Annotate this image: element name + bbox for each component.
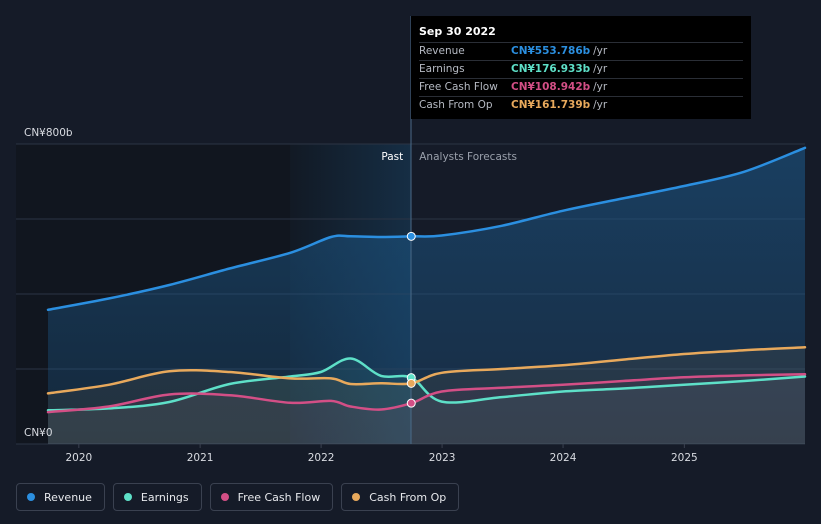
tooltip-row-free-cash-flow: Free Cash Flow CN¥108.942b /yr [419,78,743,96]
legend-dot-icon [220,493,229,501]
x-tick-label-2020: 2020 [65,452,92,464]
hover-markers [406,231,416,408]
x-tick-label-2025: 2025 [671,452,698,464]
legend-dot-icon [352,493,361,501]
legend-dot-icon [123,493,132,501]
tooltip-label: Cash From Op [419,99,493,111]
x-tick-label-2024: 2024 [550,452,577,464]
tooltip-unit: /yr [593,63,608,75]
forecast-label: Analysts Forecasts [419,151,517,163]
hover-marker-free-cash-flow [406,398,416,408]
legend-item-revenue[interactable]: Revenue [16,483,105,511]
tooltip-unit: /yr [593,45,608,57]
tooltip-label: Earnings [419,63,465,75]
tooltip-label: Free Cash Flow [419,81,498,93]
series-lines [46,146,807,414]
tooltip-date: Sep 30 2022 [419,25,496,38]
tooltip-row-earnings: Earnings CN¥176.933b /yr [419,60,743,78]
series-line-revenue [46,146,807,312]
legend-dot-icon [27,493,35,501]
axis-labels: CN¥800b CN¥0 Past Analysts Forecasts 2020 202… [24,127,698,464]
tooltip-value: CN¥553.786b [511,45,591,57]
y-axis-top-label: CN¥800b [24,127,73,139]
x-tick-label-2023: 2023 [429,452,456,464]
hover-marker-cash-from-op [406,378,416,388]
tooltip-value: CN¥176.933b [511,63,591,75]
hover-marker-revenue [406,231,416,241]
series-area-free-cash-flow [48,374,805,444]
legend-item-cash-from-op[interactable]: Cash From Op [341,483,460,511]
tooltip-unit: /yr [593,81,608,93]
tooltip-label: Revenue [419,45,465,57]
tooltip-unit: /yr [593,99,608,111]
legend-label: Cash From Op [369,490,447,504]
y-axis-bottom-label: CN¥0 [24,427,53,439]
tooltip-row-cash-from-op: Cash From Op CN¥161.739b /yr [419,96,743,114]
tooltip-value: CN¥161.739b [511,99,591,111]
series-line-cash-from-op [46,346,807,395]
x-tick-label-2021: 2021 [187,452,214,464]
past-label: Past [381,151,403,163]
legend-label: Earnings [140,490,189,504]
legend-item-free-cash-flow[interactable]: Free Cash Flow [209,483,334,511]
tooltip-value: CN¥108.942b [511,81,591,93]
series-area-revenue [48,147,805,445]
legend-label: Revenue [44,490,92,504]
legend: Revenue Earnings Free Cash Flow Cash Fro… [16,483,460,511]
tooltip: Sep 30 2022 Revenue CN¥553.786b /yr Earn… [411,16,751,119]
series-line-free-cash-flow [46,373,807,414]
legend-label: Free Cash Flow [237,490,321,504]
x-tick-label-2022: 2022 [308,452,335,464]
tooltip-row-revenue: Revenue CN¥553.786b /yr [419,42,743,60]
series-area-earnings [48,358,805,444]
legend-item-earnings[interactable]: Earnings [112,483,202,511]
